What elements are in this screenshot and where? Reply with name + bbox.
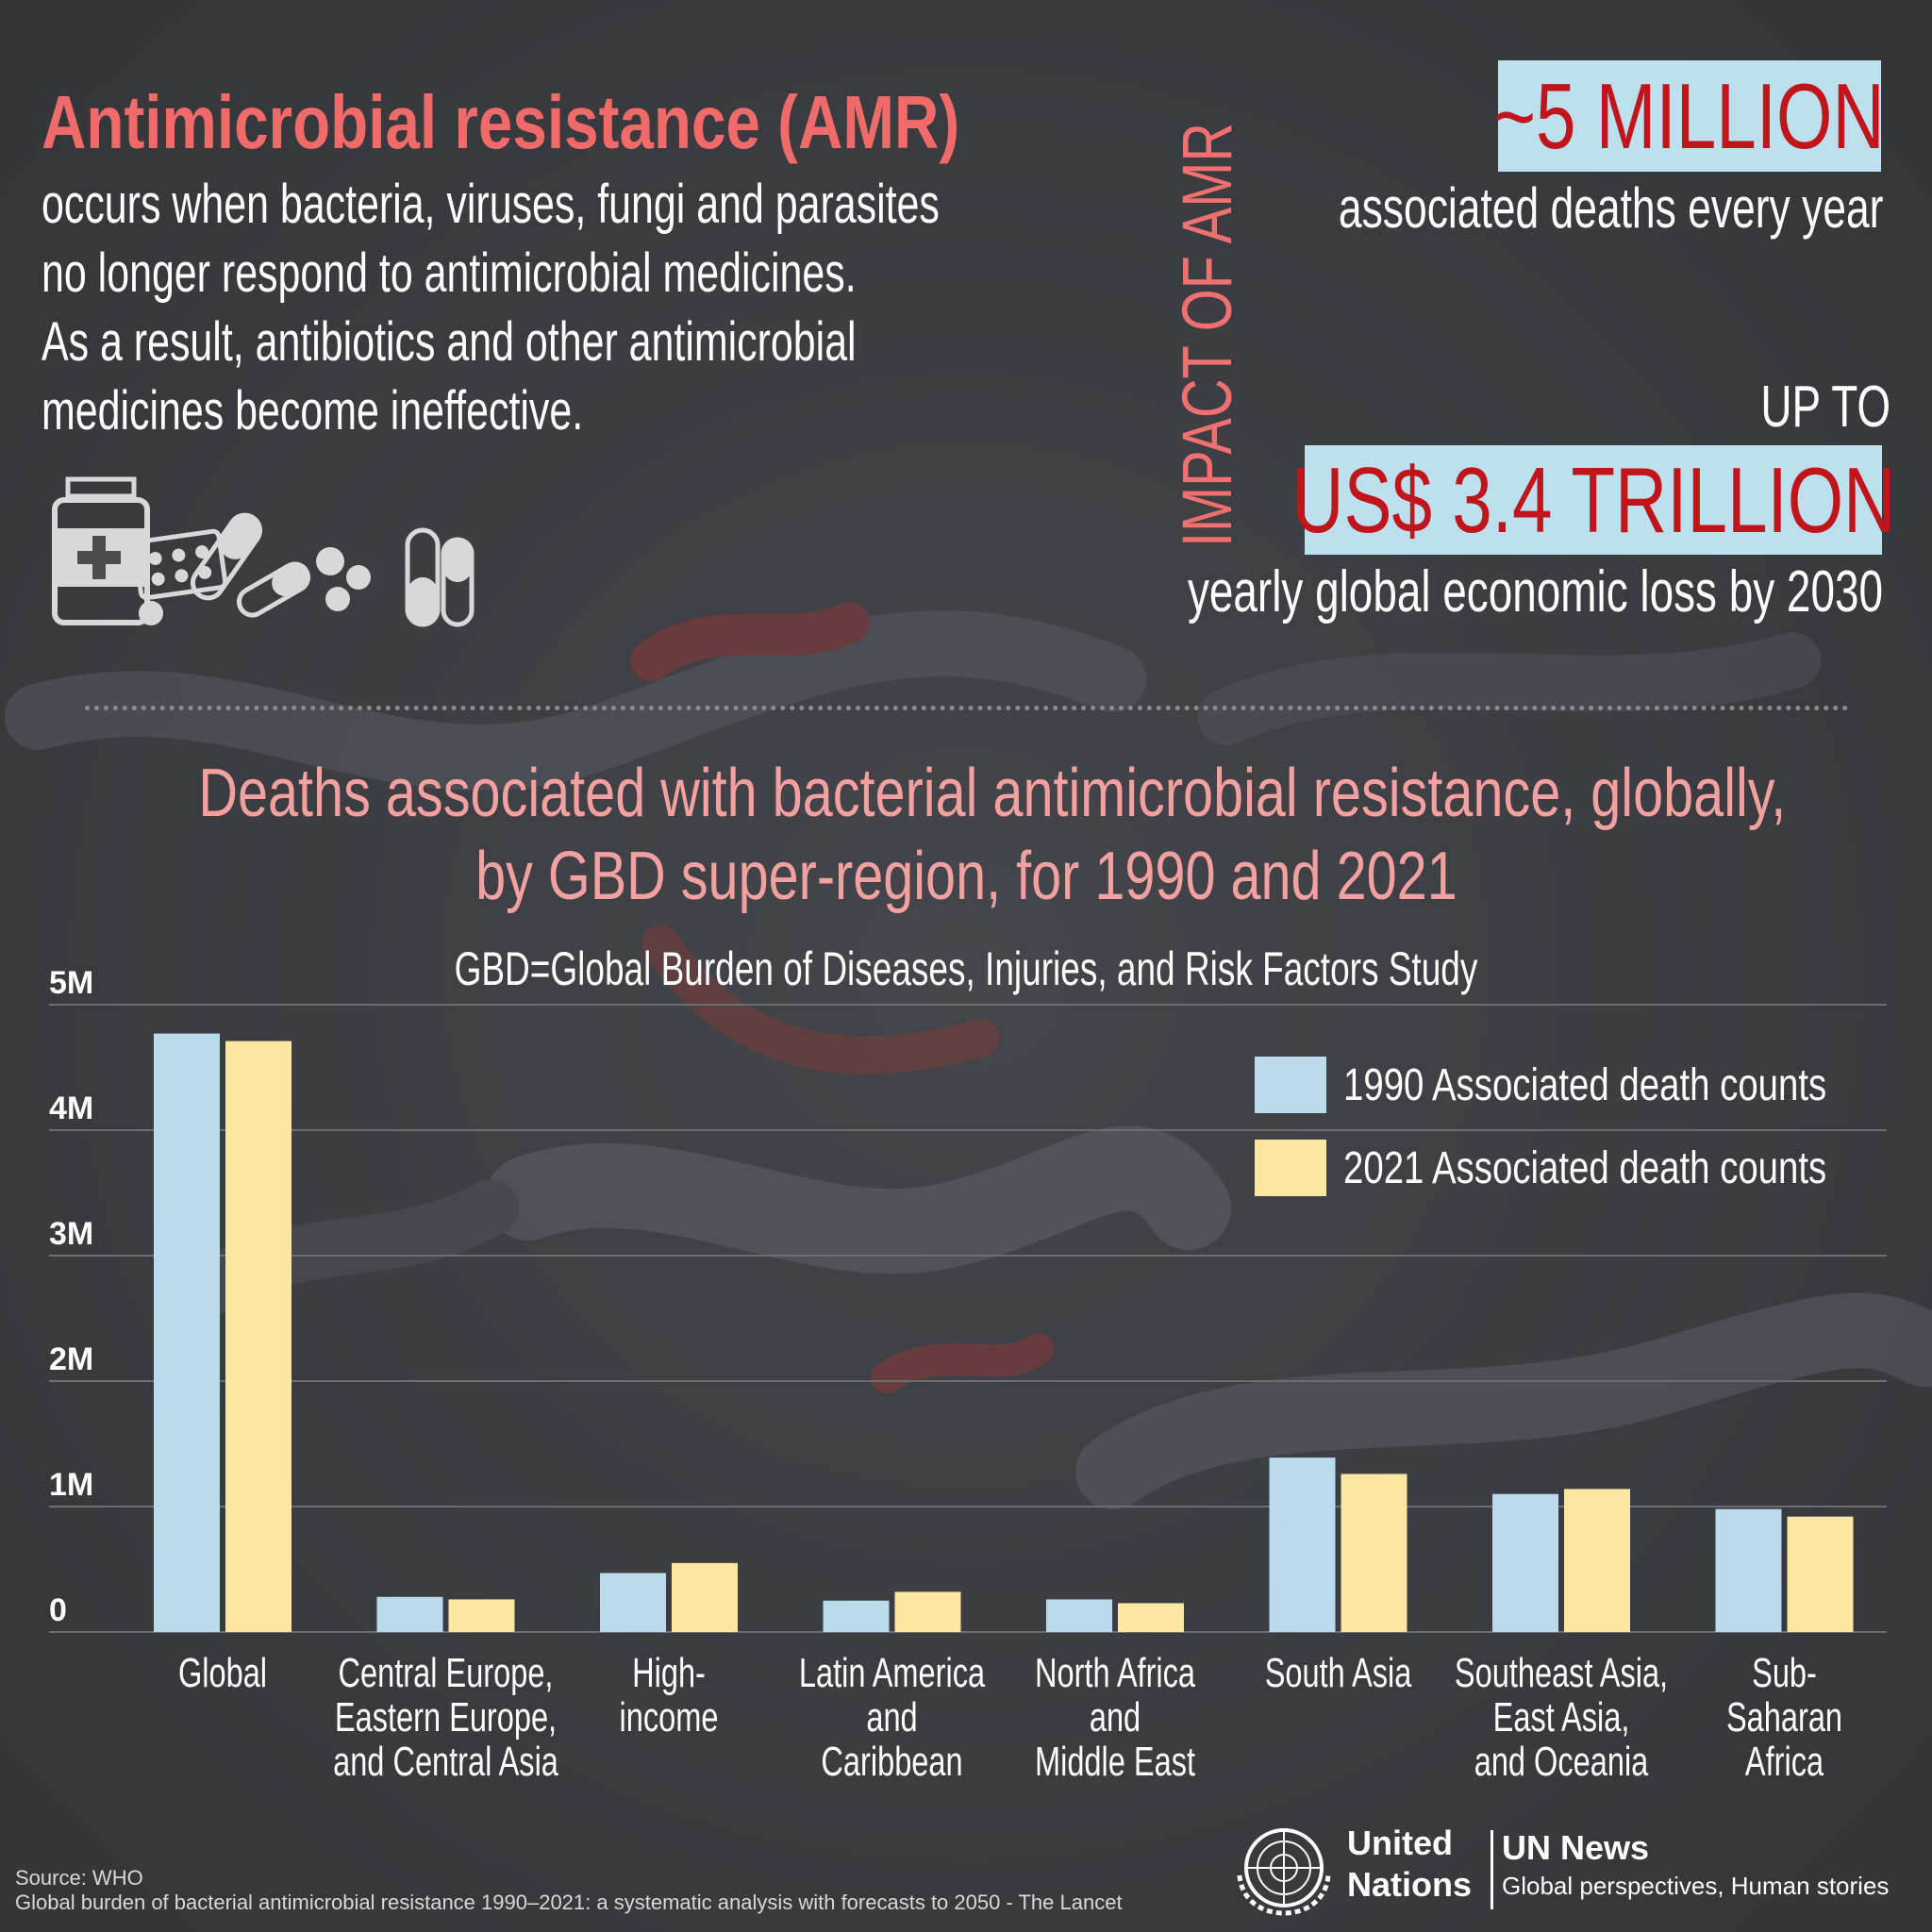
intro-line: occurs when bacteria, viruses, fungi and…: [42, 174, 940, 235]
x-tick-label: Sub-: [1752, 1650, 1817, 1696]
deaths-stat-box: ~5 MILLION: [1494, 60, 1885, 172]
x-tick-label: and Central Asia: [333, 1739, 558, 1785]
section-divider: [85, 706, 1849, 710]
loss-stat-prefix: UP TO: [1760, 375, 1890, 440]
x-tick-label: Middle East: [1035, 1739, 1195, 1785]
bar: [894, 1591, 961, 1632]
chart-title-line: by GBD super-region, for 1990 and 2021: [475, 839, 1457, 914]
deaths-stat-caption: associated deaths every year: [1338, 176, 1883, 240]
x-tick-label: Central Europe,: [339, 1650, 554, 1696]
un-org-name-line: United: [1347, 1824, 1453, 1862]
un-org-name-line: Nations: [1347, 1865, 1473, 1904]
legend-label: 2021 Associated death counts: [1343, 1143, 1826, 1193]
x-tick-label: Latin America: [799, 1650, 986, 1696]
headline: Antimicrobial resistance (AMR): [42, 80, 960, 164]
pill-bottle-icon: [52, 476, 150, 625]
tablets-icon: [139, 547, 371, 625]
y-tick-label: 3M: [49, 1216, 93, 1252]
footer-divider: [1491, 1830, 1493, 1909]
y-tick-label: 5M: [49, 965, 93, 1001]
legend-swatch: [1255, 1140, 1326, 1196]
bar: [154, 1033, 220, 1632]
bar: [1118, 1603, 1184, 1632]
loss-stat-box: US$ 3.4 TRILLION: [1291, 445, 1895, 555]
x-tick-label: Caribbean: [821, 1739, 962, 1785]
x-tick-label: and: [1090, 1694, 1141, 1740]
legend-label: 1990 Associated death counts: [1343, 1060, 1826, 1110]
y-tick-label: 2M: [49, 1341, 93, 1377]
un-emblem-icon: [1237, 1828, 1331, 1916]
intro-line: As a result, antibiotics and other antim…: [42, 311, 857, 373]
capsule-icon: [190, 512, 263, 601]
x-tick-label: Eastern Europe,: [335, 1694, 557, 1740]
bar: [1046, 1599, 1112, 1632]
capsule-pair-icon: [405, 527, 475, 627]
chart-subtitle: GBD=Global Burden of Diseases, Injuries,…: [454, 942, 1478, 995]
intro-line: no longer respond to antimicrobial medic…: [42, 242, 857, 304]
loss-stat-caption: yearly global economic loss by 2030: [1187, 559, 1883, 625]
bar: [1564, 1489, 1630, 1632]
x-tick-label: Saharan: [1726, 1694, 1842, 1740]
legend-swatch: [1255, 1057, 1326, 1113]
bar: [1715, 1508, 1782, 1632]
x-tick-label: and Oceania: [1474, 1739, 1649, 1785]
bar: [600, 1573, 666, 1632]
un-org-name: United Nations: [1347, 1823, 1472, 1906]
bar: [1492, 1493, 1558, 1632]
loss-stat-value: US$ 3.4 TRILLION: [1291, 447, 1896, 552]
x-tick-label: and: [866, 1694, 917, 1740]
x-tick-label: South Asia: [1265, 1650, 1412, 1696]
bar: [1341, 1474, 1407, 1632]
intro-line: medicines become ineffective.: [42, 380, 584, 441]
intro-text: occurs when bacteria, viruses, fungi and…: [42, 170, 940, 445]
bar: [1787, 1516, 1854, 1632]
bar: [448, 1599, 515, 1632]
blister-pack-icon: [132, 528, 228, 601]
source-note: Source: WHO Global burden of bacterial a…: [15, 1866, 1123, 1915]
x-tick-label: Africa: [1745, 1739, 1824, 1785]
bar: [672, 1562, 738, 1632]
source-line: Global burden of bacterial antimicrobial…: [15, 1890, 1123, 1914]
x-tick-label: North Africa: [1035, 1650, 1195, 1696]
y-tick-label: 4M: [49, 1091, 93, 1126]
bar: [376, 1596, 443, 1632]
deaths-stat-value: ~5 MILLION: [1493, 63, 1886, 168]
x-tick-label: High-: [632, 1650, 706, 1696]
y-tick-label: 0: [49, 1592, 67, 1628]
x-tick-label: income: [620, 1694, 719, 1740]
un-news-tagline: Global perspectives, Human stories: [1502, 1872, 1890, 1900]
capsule-icon: [236, 561, 311, 618]
bar: [225, 1041, 291, 1632]
x-tick-label: Global: [178, 1650, 267, 1696]
x-tick-label: East Asia,: [1493, 1694, 1630, 1740]
bar: [823, 1600, 890, 1632]
bar: [1269, 1457, 1336, 1632]
un-news-title: UN News: [1502, 1828, 1650, 1867]
source-line: Source: WHO: [15, 1866, 143, 1890]
x-tick-label: Southeast Asia,: [1455, 1650, 1668, 1696]
chart-title-line: Deaths associated with bacterial antimic…: [198, 756, 1787, 831]
medicine-icons: [52, 476, 475, 627]
y-tick-label: 1M: [49, 1467, 93, 1503]
